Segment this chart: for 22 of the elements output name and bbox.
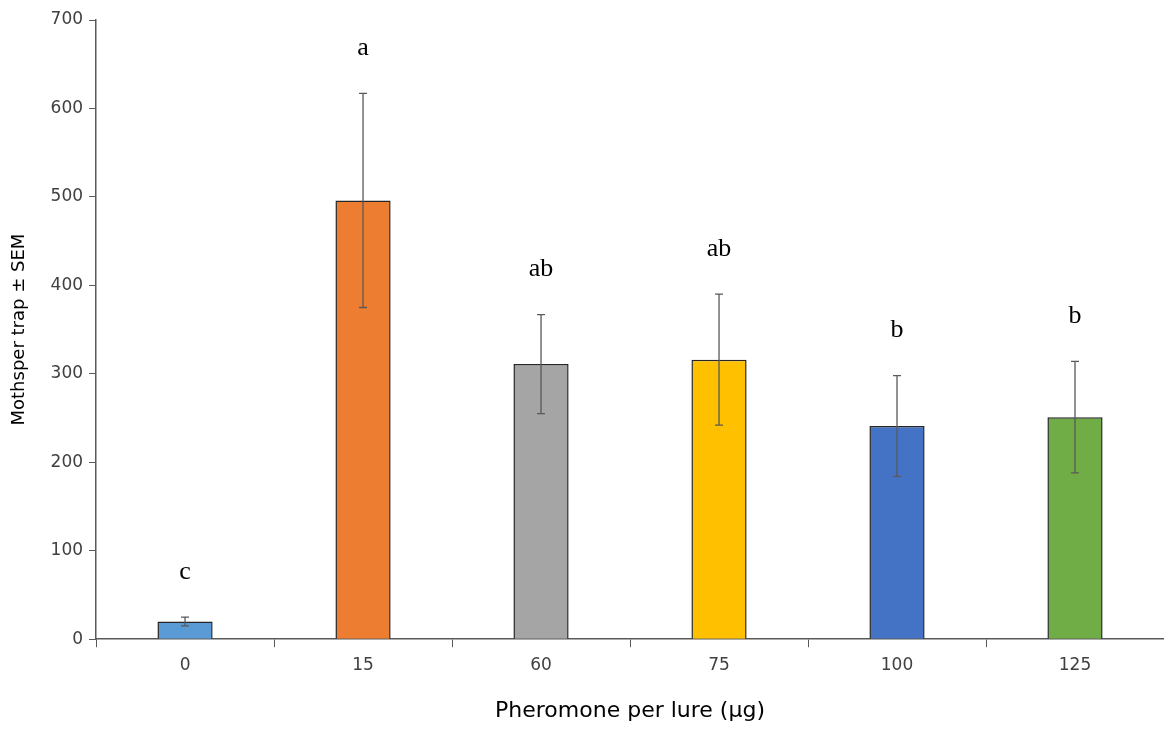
y-axis-title: Mothsper trap ± SEM: [7, 233, 29, 426]
x-tick-label: 100: [880, 653, 914, 674]
x-tick-label: 60: [530, 653, 552, 674]
x-axis-title: Pheromone per lure (µg): [495, 696, 765, 722]
x-tick-label: 15: [352, 653, 374, 674]
y-tick-label: 700: [50, 8, 84, 29]
annotation: c: [179, 555, 191, 585]
y-tick-label: 300: [50, 362, 84, 383]
annotation: ab: [528, 253, 554, 283]
x-tick-label: 125: [1058, 653, 1092, 674]
y-tick-label: 100: [50, 539, 84, 560]
annotation: ab: [706, 233, 732, 263]
annotation: b: [1068, 300, 1082, 330]
x-tick-label: 0: [179, 653, 191, 674]
y-tick-label: 600: [50, 96, 84, 117]
y-tick-label: 0: [72, 627, 84, 648]
y-tick-label: 500: [50, 185, 84, 206]
annotation: a: [357, 32, 370, 62]
y-tick-label: 200: [50, 450, 84, 471]
x-tick-label: 75: [708, 653, 730, 674]
y-tick-label: 400: [50, 273, 84, 294]
annotation: b: [890, 314, 904, 344]
